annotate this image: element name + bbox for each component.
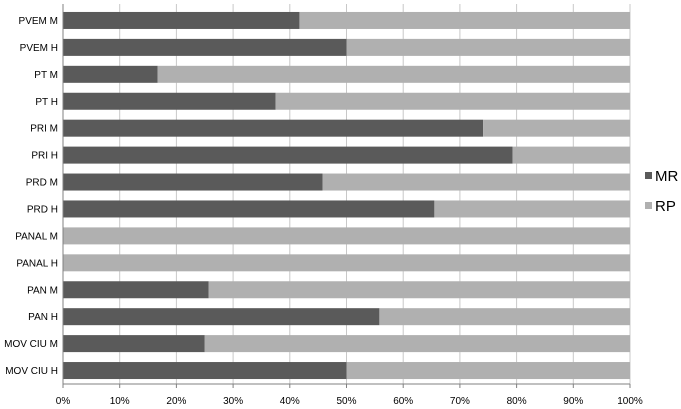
bar-mr-pt-m <box>63 65 158 83</box>
x-tick-label: 30% <box>223 396 243 407</box>
legend-swatch-rp <box>645 202 652 209</box>
category-label: PVEM M <box>19 16 58 27</box>
category-label: PANAL M <box>15 231 58 242</box>
bar-mr-mov-ciu-h <box>63 362 347 380</box>
x-tick-label: 40% <box>280 396 300 407</box>
x-tick-label: 100% <box>617 396 643 407</box>
x-tick-label: 0% <box>56 396 71 407</box>
bar-rp-pvem-m <box>299 11 630 29</box>
category-label: PVEM H <box>20 43 58 54</box>
bar-rp-prd-h <box>434 200 630 218</box>
bar-rp-pan-h <box>379 308 630 326</box>
legend-label-mr: MR <box>655 168 678 185</box>
bar-mr-prd-m <box>63 173 323 191</box>
bar-mr-pri-m <box>63 119 484 137</box>
x-tick-label: 80% <box>507 396 527 407</box>
bar-mr-pvem-h <box>63 38 347 56</box>
bar-mr-prd-h <box>63 200 435 218</box>
category-label: PT H <box>35 97 58 108</box>
bar-rp-pt-m <box>157 65 630 83</box>
bar-mr-pvem-m <box>63 11 300 29</box>
category-label: PRI H <box>31 151 58 162</box>
bar-mr-pri-h <box>63 146 513 164</box>
category-label: PRD H <box>27 204 58 215</box>
bar-rp-pri-h <box>512 146 630 164</box>
bar-rp-pri-m <box>483 119 630 137</box>
bar-rp-pan-m <box>208 281 630 299</box>
bar-rp-mov-ciu-m <box>204 335 630 353</box>
category-label: PRD M <box>26 178 58 189</box>
bar-rp-pvem-h <box>346 38 630 56</box>
x-tick-label: 10% <box>110 396 130 407</box>
bar-mr-pt-h <box>63 92 276 110</box>
legend-label-rp: RP <box>655 198 676 215</box>
bar-mr-mov-ciu-m <box>63 335 205 353</box>
bar-mr-pan-h <box>63 308 380 326</box>
category-labels: PVEM M PVEM H PT M PT H PRI M PRI H PRD M PRD H… <box>4 16 58 377</box>
bar-rp-mov-ciu-h <box>346 362 630 380</box>
bar-rp-pt-h <box>275 92 630 110</box>
bars <box>63 11 630 380</box>
x-tick-label: 20% <box>166 396 186 407</box>
bar-rp-panal-m <box>63 227 630 245</box>
bar-mr-pan-m <box>63 281 209 299</box>
x-axis: 0% 10% 20% 30% 40% 50% 60% 70% 80% 90% 100% <box>56 4 643 407</box>
x-tick-label: 90% <box>563 396 583 407</box>
bar-rp-panal-h <box>63 254 630 272</box>
category-label: PANAL H <box>16 258 58 269</box>
category-label: PT M <box>34 70 58 81</box>
category-label: PRI M <box>30 124 58 135</box>
category-label: PAN H <box>28 312 58 323</box>
legend-swatch-mr <box>645 172 652 179</box>
category-label: PAN M <box>27 285 58 296</box>
legend: MR RP <box>645 168 678 215</box>
category-label: MOV CIU M <box>4 339 58 350</box>
bar-rp-prd-m <box>322 173 630 191</box>
x-tick-label: 50% <box>336 396 356 407</box>
x-tick-label: 60% <box>393 396 413 407</box>
category-label: MOV CIU H <box>5 366 58 377</box>
x-tick-label: 70% <box>450 396 470 407</box>
